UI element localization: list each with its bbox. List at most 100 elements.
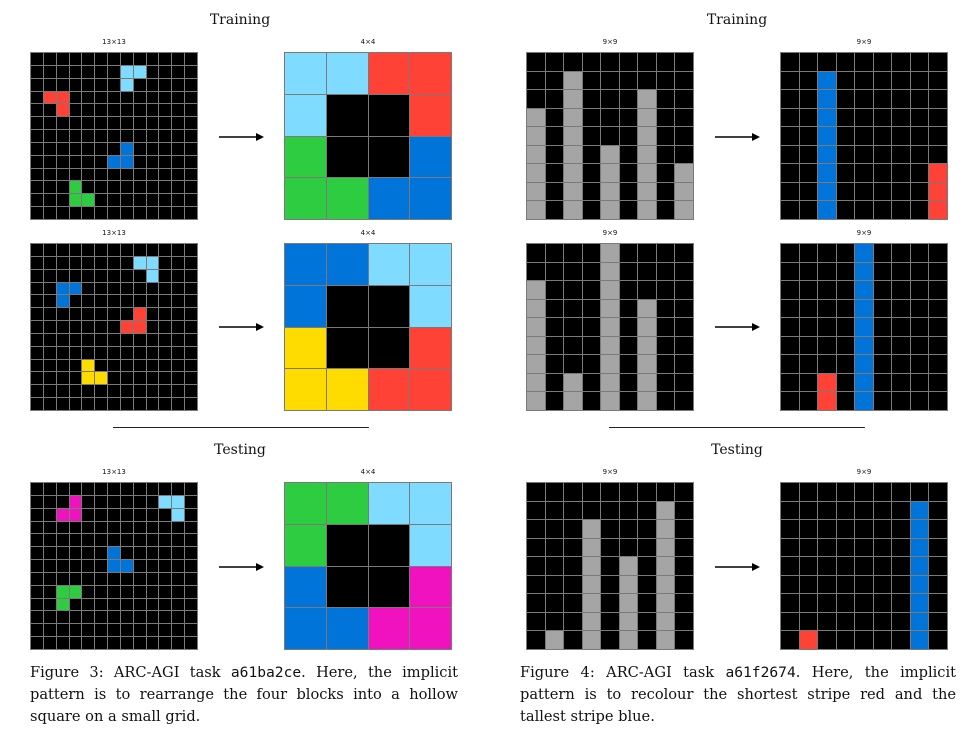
grid-cell — [69, 194, 82, 207]
grid-cell — [185, 308, 197, 321]
grid-cell — [545, 538, 564, 557]
grid-cell — [638, 262, 656, 281]
grid-cell — [855, 318, 873, 336]
grid-cell — [368, 608, 410, 649]
grid-cell — [326, 178, 368, 219]
grid-cell — [818, 262, 836, 281]
grid-cell — [326, 53, 368, 94]
grid-cell — [892, 164, 910, 182]
grid-cell — [159, 78, 172, 91]
grid-cell — [31, 194, 43, 207]
grid-cell — [56, 256, 69, 269]
grid-cell — [43, 372, 56, 385]
grid-cell — [527, 355, 545, 373]
grid-cell — [56, 521, 69, 534]
grid-cell — [675, 336, 693, 355]
grid-cell — [146, 372, 159, 385]
grid-cell — [619, 594, 638, 612]
grid-cell — [410, 53, 451, 94]
grid-cell — [95, 359, 108, 372]
grid-cell — [185, 282, 197, 295]
grid-cell — [601, 281, 619, 299]
grid-cell — [56, 104, 69, 117]
fig3-divider — [113, 427, 369, 428]
grid-cell — [656, 201, 675, 219]
grid-cell — [95, 256, 108, 269]
grid-cell — [172, 333, 185, 346]
grid-cell — [69, 359, 82, 372]
grid-cell — [675, 90, 693, 108]
grid-cell — [56, 534, 69, 547]
grid-cell — [855, 557, 873, 575]
grid-cell — [95, 483, 108, 495]
grid-cell — [818, 108, 836, 127]
grid-cell — [601, 318, 619, 336]
fig3-ex2-arrow-icon — [219, 323, 264, 331]
grid-cell — [410, 327, 451, 369]
grid-cell — [818, 501, 836, 520]
grid-cell — [31, 130, 43, 142]
grid-cell — [619, 71, 638, 90]
grid-cell — [31, 53, 43, 65]
grid-cell — [892, 127, 910, 145]
grid-cell — [368, 483, 410, 524]
grid-cell — [43, 534, 56, 547]
grid-cell — [929, 373, 947, 392]
grid-cell — [326, 327, 368, 369]
grid-cell — [527, 145, 545, 164]
grid-cell — [368, 244, 410, 285]
grid-cell — [43, 65, 56, 78]
grid-cell — [601, 182, 619, 201]
grid-cell — [159, 321, 172, 333]
grid-cell — [108, 624, 120, 637]
grid-cell — [146, 91, 159, 104]
grid-cell — [527, 299, 545, 318]
grid-cell — [527, 501, 545, 520]
grid-cell — [56, 495, 69, 508]
grid-cell — [799, 520, 818, 538]
grid-cell — [69, 637, 82, 649]
grid-cell — [43, 207, 56, 219]
grid-cell — [31, 495, 43, 508]
grid-cell — [582, 244, 601, 262]
grid-cell — [675, 53, 693, 71]
grid-cell — [619, 355, 638, 373]
grid-cell — [69, 624, 82, 637]
grid-cell — [185, 572, 197, 585]
grid-cell — [545, 244, 564, 262]
grid-cell — [873, 392, 892, 410]
grid-cell — [172, 181, 185, 194]
grid-cell — [95, 547, 108, 560]
grid-cell — [82, 495, 95, 508]
grid-cell — [410, 136, 451, 178]
grid-cell — [56, 295, 69, 308]
grid-cell — [108, 346, 120, 359]
grid-cell — [108, 65, 120, 78]
grid-cell — [172, 547, 185, 560]
grid-cell — [146, 117, 159, 130]
grid-cell — [619, 299, 638, 318]
grid-cell — [910, 201, 929, 219]
grid-cell — [133, 142, 146, 155]
grid-cell — [185, 359, 197, 372]
grid-cell — [285, 327, 326, 369]
grid-cell — [31, 142, 43, 155]
grid-cell — [781, 71, 799, 90]
grid-cell — [120, 104, 133, 117]
grid-cell — [818, 182, 836, 201]
grid-cell — [159, 104, 172, 117]
grid-cell — [675, 373, 693, 392]
grid-cell — [172, 637, 185, 649]
grid-cell — [781, 127, 799, 145]
fig4-ex2-input-size: 9×9 — [602, 229, 618, 237]
grid-cell — [95, 168, 108, 181]
grid-cell — [892, 182, 910, 201]
grid-cell — [159, 611, 172, 624]
grid-cell — [873, 355, 892, 373]
grid-cell — [133, 398, 146, 410]
grid-cell — [133, 78, 146, 91]
grid-cell — [892, 244, 910, 262]
grid-cell — [108, 508, 120, 521]
grid-cell — [120, 321, 133, 333]
grid-cell — [929, 557, 947, 575]
